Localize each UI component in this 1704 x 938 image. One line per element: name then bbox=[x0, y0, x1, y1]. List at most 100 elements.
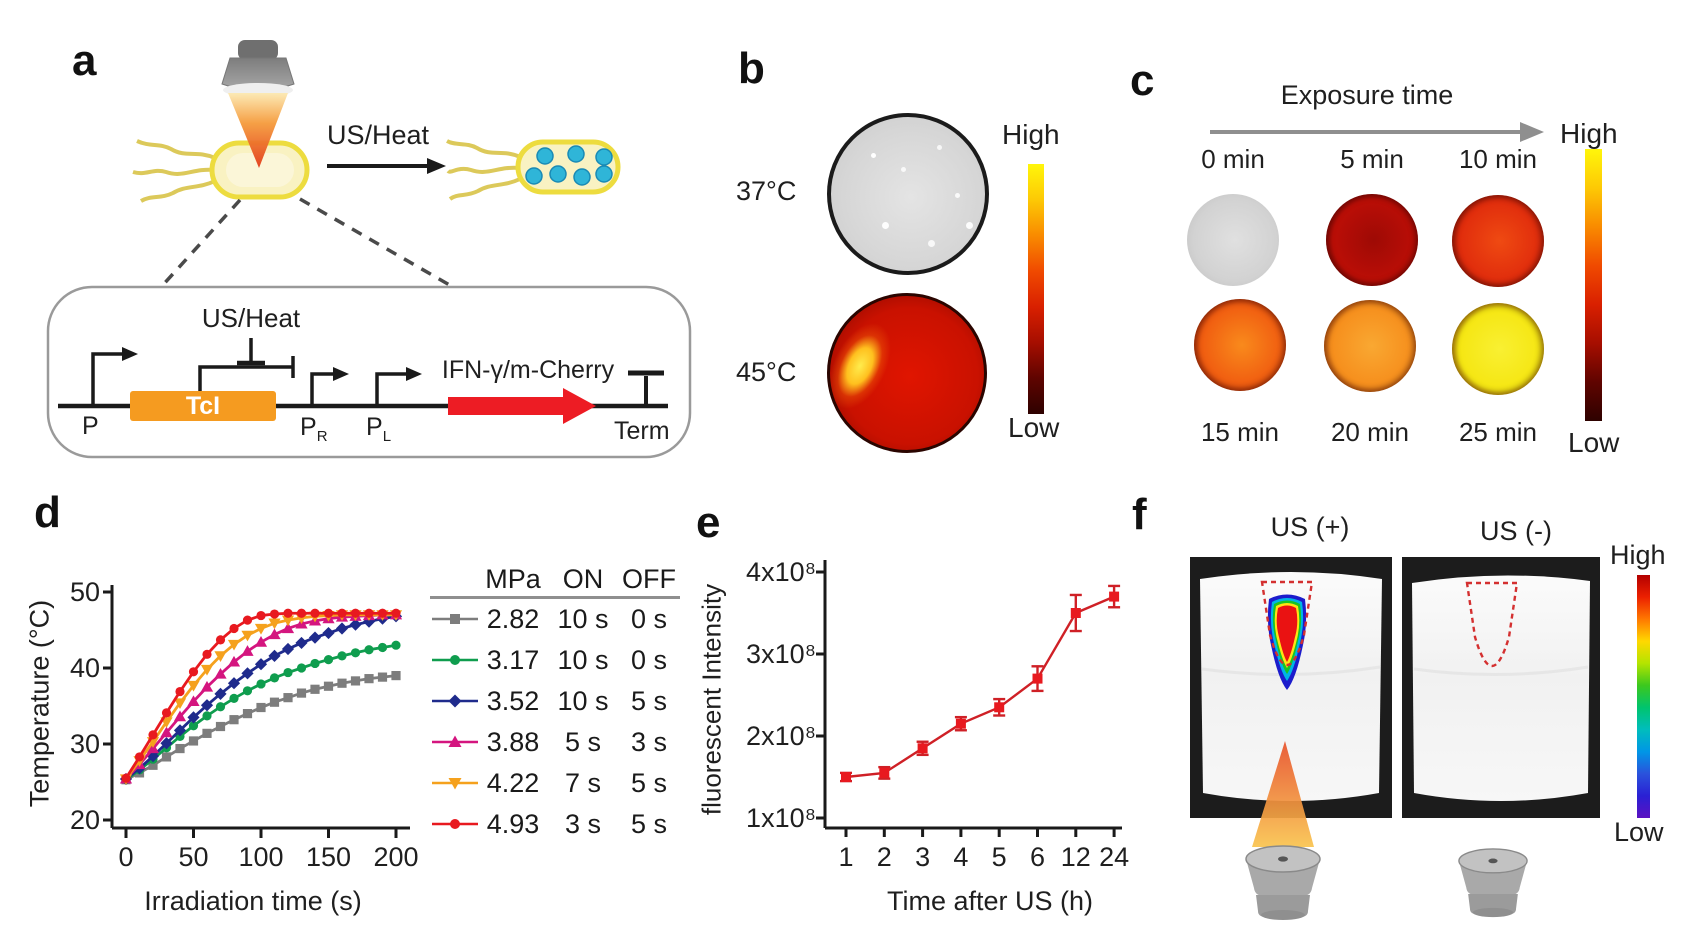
d-x-axis-title: Irradiation time (s) bbox=[144, 886, 362, 916]
d-ytick-40: 40 bbox=[69, 653, 100, 683]
panel-e-plot bbox=[816, 560, 1122, 837]
d-y-axis-title: Temperature (°C) bbox=[24, 599, 55, 808]
bacterium-after-icon bbox=[446, 139, 621, 201]
legend-off-value: 3 s bbox=[630, 727, 668, 757]
legend-marker-circle-icon bbox=[430, 645, 480, 676]
transducer-icon-left bbox=[1245, 845, 1321, 920]
promoter-pr-sub: R bbox=[316, 428, 328, 445]
panel-b-label: b bbox=[738, 44, 765, 93]
legend-rows: 2.82 10 s 0 s 3.17 10 s 0 s 3.52 10 s 5 s 3.88 5 s… bbox=[430, 599, 680, 845]
d-legend: MPa ON OFF 2.82 10 s 0 s 3.17 10 s 0 s 3.52 10 … bbox=[430, 562, 680, 845]
dish-image-15min bbox=[1194, 299, 1286, 391]
exposure-time-header: Exposure time bbox=[1280, 80, 1454, 110]
legend-marker-triangle-up-icon bbox=[430, 727, 480, 758]
transducer-icon bbox=[221, 40, 295, 97]
legend-row-3.17: 3.17 10 s 0 s bbox=[430, 640, 680, 681]
colorbar-b-low-label: Low bbox=[1008, 412, 1060, 443]
legend-col-off: OFF bbox=[622, 563, 676, 594]
e-y-axis-title: fluorescent Intensity bbox=[696, 583, 727, 816]
legend-row-3.88: 3.88 5 s 3 s bbox=[430, 722, 680, 763]
bacterium-before-icon bbox=[132, 139, 310, 203]
e-ytick-1e8: 1x10⁸ bbox=[746, 803, 816, 833]
promoter-pl-base: P bbox=[366, 413, 383, 441]
dish-image-20min bbox=[1324, 300, 1416, 392]
phantom-cylinder bbox=[1412, 575, 1590, 801]
legend-off-value: 5 s bbox=[630, 686, 668, 716]
legend-off-value: 5 s bbox=[630, 809, 668, 839]
legend-on-value: 10 s bbox=[557, 645, 609, 675]
legend-marker-circle-icon bbox=[430, 809, 480, 840]
e-xtick-1: 1 bbox=[838, 842, 854, 872]
e-xtick-24: 24 bbox=[1099, 842, 1130, 872]
panel-d-plot bbox=[103, 585, 410, 838]
legend-col-mpa: MPa bbox=[485, 563, 541, 594]
phantom-cylinder bbox=[1200, 572, 1382, 801]
reporter-gene-arrow bbox=[448, 388, 596, 424]
legend-mpa-value: 3.52 bbox=[486, 686, 540, 716]
d-ytick-50: 50 bbox=[69, 577, 100, 607]
promoter-pl-label: PL bbox=[366, 413, 391, 445]
e-ytick-4e8: 4x10⁸ bbox=[746, 557, 816, 587]
gene-circuit-box bbox=[46, 285, 692, 459]
e-xtick-3: 3 bbox=[915, 842, 931, 872]
colorbar-hot-b bbox=[1028, 164, 1044, 414]
d-xtick-50: 50 bbox=[178, 842, 209, 872]
colorbar-f-low-label: Low bbox=[1614, 817, 1664, 847]
d-xtick-0: 0 bbox=[118, 842, 134, 872]
legend-mpa-value: 4.22 bbox=[486, 768, 540, 798]
dish-image-10min bbox=[1452, 195, 1544, 287]
temp-37-label: 37°C bbox=[736, 176, 797, 206]
repressor-gene-label: TcI bbox=[185, 392, 221, 420]
us-minus-title: US (-) bbox=[1480, 516, 1552, 546]
legend-mpa-value: 2.82 bbox=[486, 604, 540, 634]
e-xtick-6: 6 bbox=[1029, 842, 1046, 872]
phantom-photo-us-plus bbox=[1190, 557, 1392, 818]
d-ytick-20: 20 bbox=[69, 805, 100, 835]
panel-a-label: a bbox=[72, 36, 97, 85]
colorbar-f-high-label: High bbox=[1610, 540, 1666, 570]
time-label-10min: 10 min bbox=[1458, 144, 1538, 174]
promoter-pr-label: PR bbox=[300, 413, 328, 445]
ultrasound-beam bbox=[228, 93, 288, 168]
legend-row-4.93: 4.93 3 s 5 s bbox=[430, 804, 680, 845]
e-series-line bbox=[845, 595, 1115, 779]
dish-image-25min bbox=[1452, 303, 1544, 395]
legend-off-value: 5 s bbox=[630, 768, 668, 798]
dish-specks bbox=[871, 153, 876, 158]
repressor-gene-box bbox=[130, 391, 276, 421]
colorbar-b-high-label: High bbox=[1002, 119, 1060, 150]
time-label-15min: 15 min bbox=[1200, 417, 1280, 447]
dish-image-45c bbox=[827, 293, 987, 453]
exposure-time-arrow bbox=[1210, 130, 1522, 134]
panel-d-label: d bbox=[34, 488, 61, 537]
focus-region-outline bbox=[1260, 580, 1314, 667]
legend-off-value: 0 s bbox=[630, 604, 668, 634]
legend-mpa-value: 3.88 bbox=[486, 727, 540, 757]
us-plus-title: US (+) bbox=[1270, 512, 1350, 542]
legend-row-2.82: 2.82 10 s 0 s bbox=[430, 599, 680, 640]
ultrasound-beam-f bbox=[1252, 741, 1314, 847]
temp-45-label: 45°C bbox=[736, 357, 797, 387]
e-xtick-4: 4 bbox=[953, 842, 969, 872]
dish-image-37c bbox=[827, 113, 989, 275]
transducer-icon-right bbox=[1458, 848, 1528, 918]
panel-e-label: e bbox=[696, 498, 721, 547]
fluorescence-signal bbox=[1267, 594, 1307, 690]
protein-inclusion-dots bbox=[525, 145, 613, 186]
d-ytick-30: 30 bbox=[69, 729, 100, 759]
us-heat-arrow-label: US/Heat bbox=[326, 120, 430, 150]
e-x-axis-title: Time after US (h) bbox=[886, 886, 1094, 916]
colorbar-c-high-label: High bbox=[1560, 118, 1618, 149]
e-xtick-12: 12 bbox=[1060, 842, 1091, 872]
time-label-5min: 5 min bbox=[1340, 144, 1404, 174]
legend-mpa-value: 4.93 bbox=[486, 809, 540, 839]
focus-region-outline bbox=[1465, 581, 1519, 668]
time-label-25min: 25 min bbox=[1458, 417, 1538, 447]
time-label-0min: 0 min bbox=[1201, 144, 1265, 174]
legend-col-on: ON bbox=[562, 563, 604, 594]
d-xtick-150: 150 bbox=[305, 842, 352, 872]
circuit-inhibitor-label: US/Heat bbox=[201, 303, 301, 333]
dish-image-0min bbox=[1187, 194, 1279, 286]
